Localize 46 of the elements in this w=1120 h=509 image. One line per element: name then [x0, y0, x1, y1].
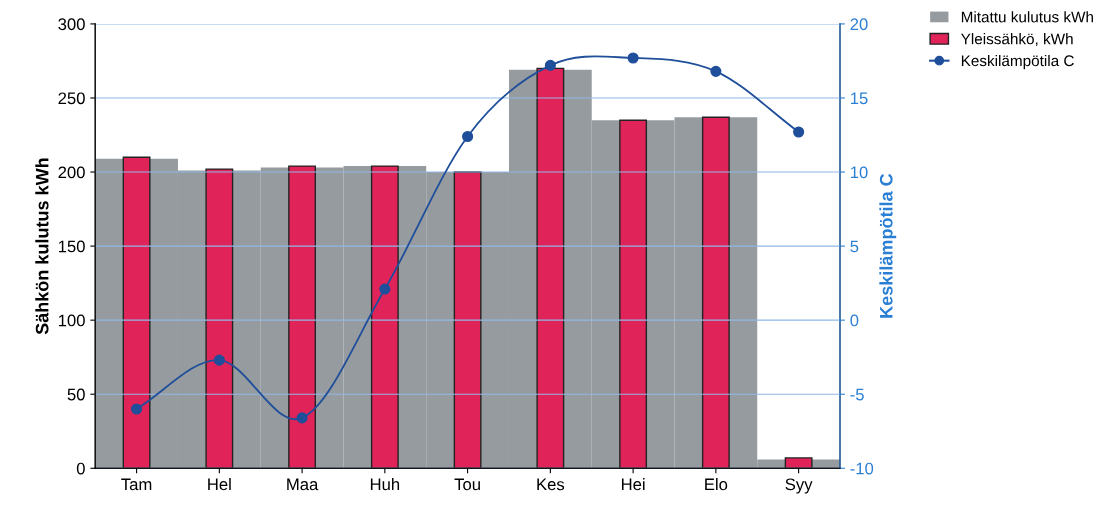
y-axis-title: Sähkön kulutus kWh	[35, 158, 49, 335]
x-tick-label: Hel	[208, 478, 231, 491]
x-tick-label: Tam	[121, 478, 152, 491]
y-tick-label: 300	[58, 18, 85, 31]
x-tick-label: Hei	[621, 478, 645, 491]
point	[379, 283, 391, 295]
y2-axis-title: Keskilämpötila C	[879, 173, 897, 318]
point	[793, 126, 805, 138]
point	[131, 403, 143, 415]
x-tick-label: Huh	[370, 478, 400, 491]
point	[544, 59, 556, 71]
bar	[784, 457, 813, 469]
point	[462, 130, 474, 143]
y2-tick-label: 20	[850, 18, 868, 31]
y2-tick-label: 15	[850, 92, 868, 105]
bar	[205, 168, 234, 469]
legend-label: Keskilämpötila C	[961, 54, 1074, 70]
bar	[122, 156, 151, 469]
point	[213, 354, 225, 366]
point	[296, 412, 308, 424]
bar	[619, 119, 648, 469]
y2-tick-label: 10	[850, 166, 868, 179]
point	[627, 52, 639, 64]
bar	[453, 171, 482, 469]
x-tick-label: Elo	[705, 478, 728, 491]
bar	[536, 67, 565, 469]
point	[710, 65, 722, 77]
x-tick-label: Tou	[454, 478, 480, 491]
bar	[288, 165, 317, 469]
y2-tick-label: 5	[850, 240, 859, 253]
y2-tick-label: 0	[850, 314, 859, 327]
y2-tick-label: -10	[850, 462, 874, 475]
y-tick-label: 100	[58, 314, 85, 327]
bar	[370, 165, 399, 469]
x-tick-label: Kes	[537, 478, 565, 491]
y-tick-label: 150	[58, 240, 85, 253]
y-tick-label: 200	[58, 166, 85, 179]
y-tick-label: 250	[58, 92, 85, 105]
bar	[701, 116, 730, 469]
x-tick-label: Syy	[785, 478, 813, 494]
y2-tick-label: -5	[850, 388, 864, 401]
y-tick-label: 50	[67, 388, 85, 401]
y-tick-label: 0	[76, 462, 85, 475]
legend-label: Yleissähkö, kWh	[961, 33, 1073, 47]
x-tick-label: Maa	[287, 478, 319, 491]
legend-label: Mitattu kulutus kWh	[961, 11, 1093, 23]
